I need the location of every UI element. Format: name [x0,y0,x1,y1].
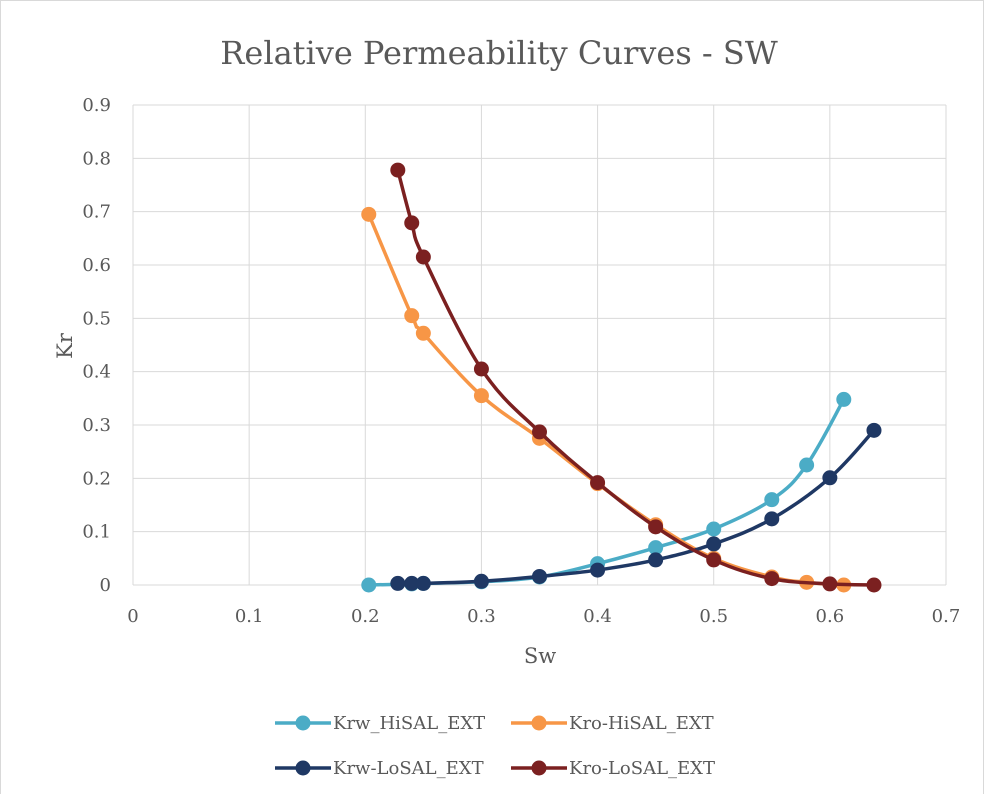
x-tick-label: 0.2 [351,606,380,627]
data-point [473,388,489,404]
data-point [764,571,780,587]
data-point [706,521,722,537]
y-tick-label: 0.1 [82,522,111,543]
data-point [590,475,606,491]
data-point [415,249,431,265]
data-point [836,391,852,407]
y-tick-label: 0.3 [82,415,111,436]
x-tick-label: 0 [127,606,138,627]
x-axis-label: Sw [524,644,556,668]
y-tick-label: 0.2 [82,468,111,489]
x-tick-label: 0.3 [467,606,496,627]
data-point [415,575,431,591]
legend-item: Krw-LoSAL_EXT [275,758,484,779]
data-point [648,540,664,556]
data-point [706,552,722,568]
legend-swatch-marker [295,760,311,776]
legend-label: Kro-HiSAL_EXT [569,713,714,734]
data-point [473,361,489,377]
legend-swatch-marker [295,715,311,731]
data-point [390,575,406,591]
data-point [706,536,722,552]
legend-item: Kro-LoSAL_EXT [511,758,715,779]
data-point [648,552,664,568]
y-tick-labels: 0 0.1 0.2 0.3 0.4 0.5 0.6 0.7 0.8 0.9 [82,95,111,596]
data-point [648,519,664,535]
legend-label: Krw-LoSAL_EXT [333,758,484,779]
series-3 [390,162,882,593]
data-point [866,422,882,438]
gridlines [132,104,947,586]
legend-item: Krw_HiSAL_EXT [275,713,485,734]
y-tick-label: 0.8 [82,148,111,169]
x-tick-label: 0.6 [816,606,845,627]
data-point [404,575,420,591]
y-axis-label: Kr [53,332,77,359]
y-tick-label: 0.6 [82,255,111,276]
x-tick-label: 0.1 [235,606,264,627]
data-point [822,470,838,486]
data-point [822,576,838,592]
x-tick-labels: 0 0.1 0.2 0.3 0.4 0.5 0.6 0.7 [127,606,960,627]
y-tick-label: 0.7 [82,202,111,223]
data-point [390,162,406,178]
data-point [764,511,780,527]
data-point [799,457,815,473]
series-line [397,429,876,586]
data-point [866,577,882,593]
data-point [764,492,780,508]
data-point [404,215,420,231]
data-point [361,206,377,222]
chart-title: Relative Permeability Curves - SW [220,34,778,72]
x-tick-label: 0.5 [699,606,728,627]
data-point [590,562,606,578]
legend-swatch-marker [531,760,547,776]
legend-item: Kro-HiSAL_EXT [511,713,714,734]
data-point [404,308,420,324]
legend-label: Krw_HiSAL_EXT [333,713,485,734]
data-point [361,577,377,593]
data-point [473,573,489,589]
series-line [367,213,844,587]
x-tick-label: 0.7 [932,606,961,627]
y-tick-label: 0 [100,575,111,596]
y-tick-label: 0.4 [82,362,111,383]
data-point [532,424,547,440]
y-tick-label: 0.9 [82,95,111,116]
y-tick-label: 0.5 [82,308,111,329]
legend-label: Kro-LoSAL_EXT [569,758,715,779]
series-layer [361,162,882,593]
data-point [415,325,431,341]
series-2 [390,422,882,591]
data-point [532,568,547,584]
series-line [396,169,875,587]
legend-swatch-marker [531,715,547,731]
x-tick-label: 0.4 [583,606,612,627]
legend: Krw_HiSAL_EXT Kro-HiSAL_EXT Krw-LoSAL_EXT K… [275,713,715,779]
